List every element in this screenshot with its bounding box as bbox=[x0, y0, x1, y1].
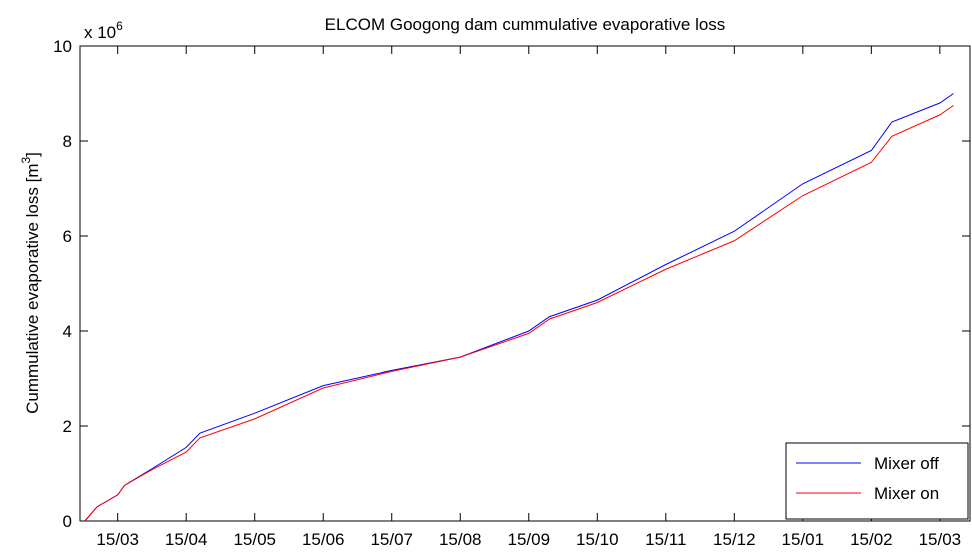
x-tick-label: 15/05 bbox=[233, 530, 276, 549]
x-tick-label: 15/01 bbox=[782, 530, 825, 549]
legend-box bbox=[785, 442, 969, 520]
x-tick-label: 15/04 bbox=[165, 530, 208, 549]
y-scale-base: x 10 bbox=[84, 23, 116, 42]
x-tick-label: 15/03 bbox=[96, 530, 139, 549]
y-tick-label: 0 bbox=[63, 512, 72, 531]
x-tick-label: 15/07 bbox=[370, 530, 413, 549]
y-tick-label: 6 bbox=[63, 227, 72, 246]
data-line bbox=[84, 104, 954, 522]
x-tick-label: 15/08 bbox=[439, 530, 482, 549]
legend-label: Mixer on bbox=[874, 484, 939, 503]
x-tick-label: 15/11 bbox=[645, 530, 686, 549]
y-tick-label: 10 bbox=[53, 37, 72, 56]
y-tick-label: 4 bbox=[63, 322, 72, 341]
y-scale: x 106 bbox=[84, 19, 123, 42]
x-tick-label: 15/12 bbox=[713, 530, 756, 549]
y-tick-label: 2 bbox=[63, 417, 72, 436]
x-tick-label: 15/02 bbox=[850, 530, 893, 549]
plot-area bbox=[79, 45, 971, 522]
x-tick-label: 15/09 bbox=[507, 530, 550, 549]
x-tick-label: 15/03 bbox=[919, 530, 962, 549]
y-scale-exp: 6 bbox=[116, 19, 123, 33]
y-label-main: Cummulative evaporative loss [m bbox=[23, 164, 42, 414]
y-tick-label: 8 bbox=[63, 132, 72, 151]
legend-label: Mixer off bbox=[874, 454, 939, 473]
y-label-end: ] bbox=[23, 152, 42, 157]
y-axis-label: Cummulative evaporative loss [m3] bbox=[19, 152, 42, 414]
x-tick-label: 15/06 bbox=[302, 530, 345, 549]
x-tick-label: 15/10 bbox=[576, 530, 619, 549]
y-label-sup: 3 bbox=[19, 157, 33, 164]
chart-title: ELCOM Googong dam cummulative evaporativ… bbox=[325, 15, 726, 34]
